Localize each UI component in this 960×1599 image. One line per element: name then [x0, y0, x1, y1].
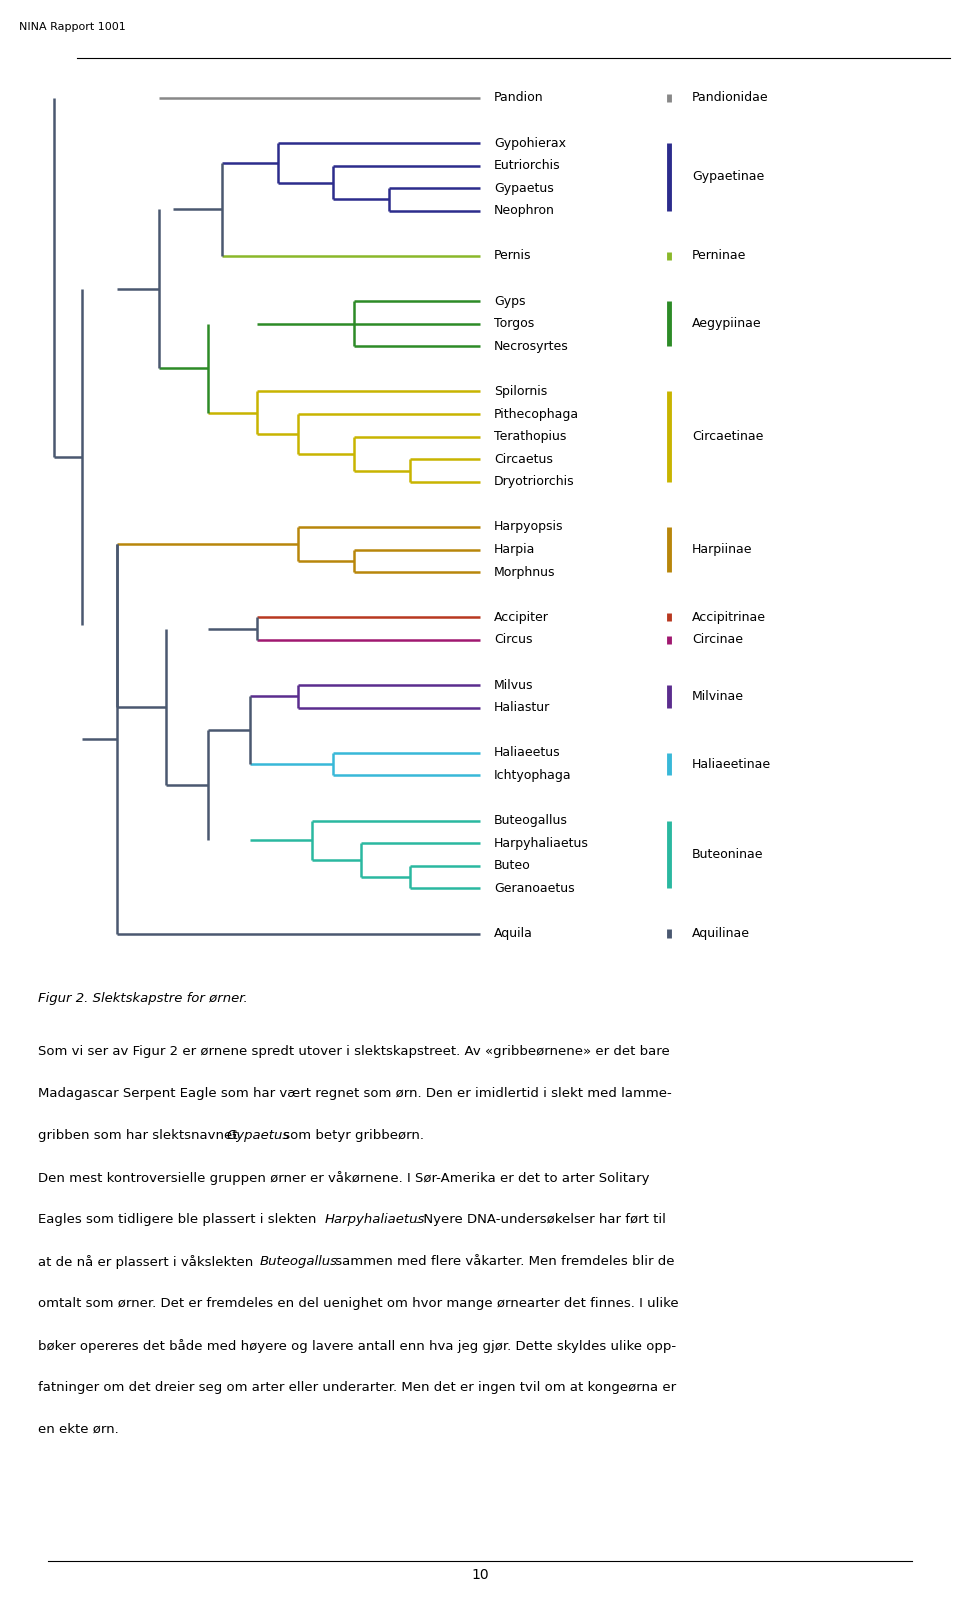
- Text: Harpyhaliaetus: Harpyhaliaetus: [324, 1212, 424, 1226]
- Text: Haliaeetus: Haliaeetus: [494, 747, 561, 760]
- Text: NINA Rapport 1001: NINA Rapport 1001: [19, 22, 126, 32]
- Text: Geranoaetus: Geranoaetus: [494, 881, 575, 895]
- Text: Gypaetus: Gypaetus: [494, 182, 554, 195]
- Text: Buteogallus: Buteogallus: [259, 1255, 337, 1268]
- Text: Gypaetus: Gypaetus: [227, 1129, 290, 1142]
- Text: Circinae: Circinae: [692, 633, 743, 646]
- Text: Buteo: Buteo: [494, 859, 531, 873]
- Text: Accipiter: Accipiter: [494, 611, 549, 624]
- Text: Terathopius: Terathopius: [494, 430, 566, 443]
- Text: omtalt som ørner. Det er fremdeles en del uenighet om hvor mange ørnearter det f: omtalt som ørner. Det er fremdeles en de…: [38, 1297, 679, 1310]
- Text: Aegypiinae: Aegypiinae: [692, 317, 762, 331]
- Text: Pandionidae: Pandionidae: [692, 91, 769, 104]
- Text: sammen med flere våkarter. Men fremdeles blir de: sammen med flere våkarter. Men fremdeles…: [331, 1255, 674, 1268]
- Text: at de nå er plassert i våkslekten: at de nå er plassert i våkslekten: [38, 1255, 258, 1268]
- Text: Gypaetinae: Gypaetinae: [692, 171, 764, 184]
- Text: Accipitrinae: Accipitrinae: [692, 611, 766, 624]
- Text: Buteogallus: Buteogallus: [494, 814, 567, 827]
- Text: . Nyere DNA-undersøkelser har ført til: . Nyere DNA-undersøkelser har ført til: [416, 1212, 666, 1226]
- Text: Harpiinae: Harpiinae: [692, 544, 753, 556]
- Text: Milvinae: Milvinae: [692, 689, 744, 704]
- Text: Circus: Circus: [494, 633, 533, 646]
- Text: Neophron: Neophron: [494, 205, 555, 217]
- Text: bøker opereres det både med høyere og lavere antall enn hva jeg gjør. Dette skyl: bøker opereres det både med høyere og la…: [38, 1338, 677, 1353]
- Text: Buteoninae: Buteoninae: [692, 847, 764, 860]
- Text: Eutriorchis: Eutriorchis: [494, 158, 561, 173]
- Text: Dryotriorchis: Dryotriorchis: [494, 475, 575, 488]
- Text: Gypohierax: Gypohierax: [494, 136, 566, 150]
- Text: Figur 2. Slektskapstre for ørner.: Figur 2. Slektskapstre for ørner.: [38, 991, 248, 1006]
- Text: Pernis: Pernis: [494, 249, 532, 262]
- Text: Pandion: Pandion: [494, 91, 543, 104]
- Text: Torgos: Torgos: [494, 317, 534, 331]
- Text: Gyps: Gyps: [494, 294, 525, 307]
- Text: Madagascar Serpent Eagle som har vært regnet som ørn. Den er imidlertid i slekt : Madagascar Serpent Eagle som har vært re…: [38, 1087, 672, 1100]
- Text: Haliaeetinae: Haliaeetinae: [692, 758, 772, 771]
- Text: Spilornis: Spilornis: [494, 385, 547, 398]
- Text: Ichtyophaga: Ichtyophaga: [494, 769, 571, 782]
- Text: Haliastur: Haliastur: [494, 700, 550, 715]
- Text: Eagles som tidligere ble plassert i slekten: Eagles som tidligere ble plassert i slek…: [38, 1212, 321, 1226]
- Text: Circaetinae: Circaetinae: [692, 430, 763, 443]
- Text: Harpyhaliaetus: Harpyhaliaetus: [494, 836, 588, 849]
- Text: Perninae: Perninae: [692, 249, 747, 262]
- Text: fatninger om det dreier seg om arter eller underarter. Men det er ingen tvil om : fatninger om det dreier seg om arter ell…: [38, 1382, 677, 1394]
- Text: Harpyopsis: Harpyopsis: [494, 520, 564, 534]
- Text: Necrosyrtes: Necrosyrtes: [494, 339, 568, 353]
- Text: Aquila: Aquila: [494, 927, 533, 940]
- Text: Milvus: Milvus: [494, 678, 534, 692]
- Text: 10: 10: [471, 1569, 489, 1581]
- Text: gribben som har slektsnavnet: gribben som har slektsnavnet: [38, 1129, 242, 1142]
- Text: Harpia: Harpia: [494, 544, 536, 556]
- Text: Som vi ser av Figur 2 er ørnene spredt utover i slektskapstreet. Av «gribbeørnen: Som vi ser av Figur 2 er ørnene spredt u…: [38, 1044, 670, 1057]
- Text: Pithecophaga: Pithecophaga: [494, 408, 579, 421]
- Text: Aquilinae: Aquilinae: [692, 927, 751, 940]
- Text: en ekte ørn.: en ekte ørn.: [38, 1423, 119, 1436]
- Text: Morphnus: Morphnus: [494, 566, 556, 579]
- Text: Den mest kontroversielle gruppen ørner er våkørnene. I Sør-Amerika er det to art: Den mest kontroversielle gruppen ørner e…: [38, 1170, 650, 1185]
- Text: som betyr gribbeørn.: som betyr gribbeørn.: [278, 1129, 423, 1142]
- Text: Circaetus: Circaetus: [494, 453, 553, 465]
